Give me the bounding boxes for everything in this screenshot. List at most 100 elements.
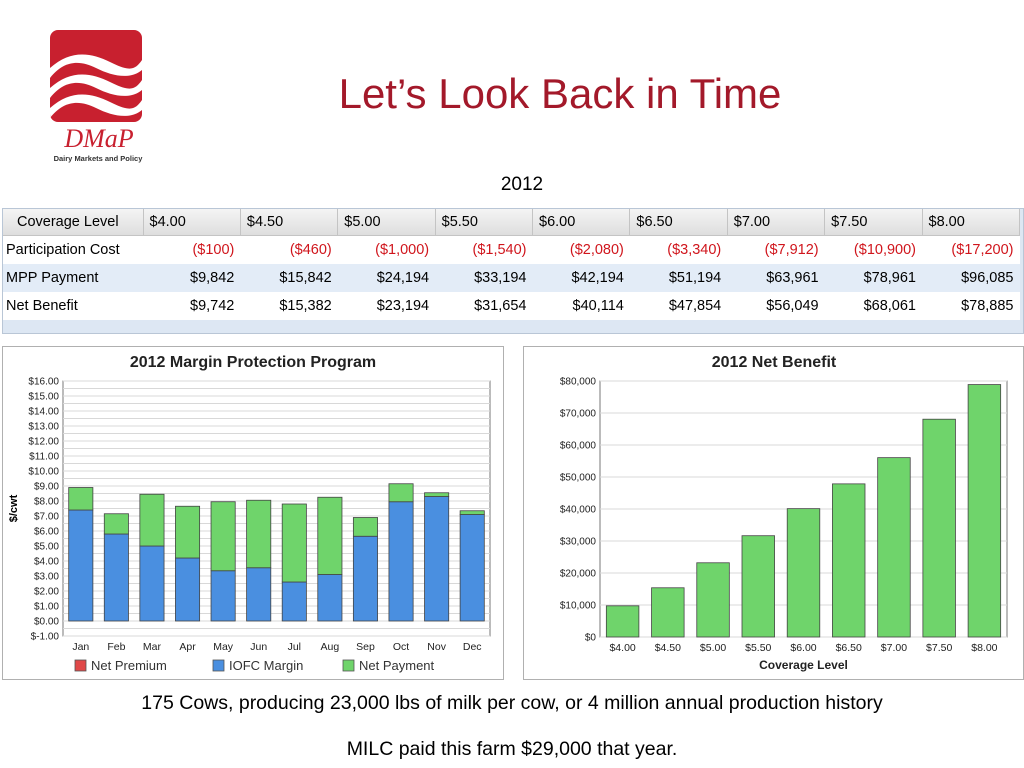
bar-iofc-margin bbox=[388, 501, 414, 622]
y-tick-label: $30,000 bbox=[560, 537, 597, 548]
net-benefit-chart: 2012 Net Benefit $0 $10,000 $20,000 $30,000 $… bbox=[560, 354, 1008, 672]
y-tick-label: $5.00 bbox=[34, 542, 59, 553]
legend-swatch bbox=[212, 659, 225, 672]
chart-title: 2012 Net Benefit bbox=[712, 354, 837, 371]
table-cell: ($100) bbox=[143, 235, 241, 264]
bar-net-payment bbox=[424, 492, 450, 497]
table-cell: ($1,540) bbox=[435, 235, 533, 264]
legend-label: Net Payment bbox=[359, 658, 435, 673]
bar-net-payment bbox=[388, 483, 414, 503]
y-tick-label: $13.00 bbox=[28, 422, 59, 433]
y-tick-label: $2.00 bbox=[34, 587, 59, 598]
wave-logo-icon bbox=[50, 30, 142, 122]
table-cell: $33,194 bbox=[435, 264, 533, 292]
row-label: MPP Payment bbox=[3, 264, 143, 292]
slide-title: Let’s Look Back in Time bbox=[338, 70, 782, 117]
legend-label: IOFC Margin bbox=[229, 658, 303, 673]
bar bbox=[741, 535, 775, 638]
x-tick-label: $5.50 bbox=[745, 642, 771, 654]
x-tick-label: Feb bbox=[107, 641, 125, 653]
y-tick-label: $16.00 bbox=[28, 377, 59, 388]
table-cell: $9,842 bbox=[143, 264, 241, 292]
y-tick-label: $10.00 bbox=[28, 467, 59, 478]
y-tick-label: $6.00 bbox=[34, 527, 59, 538]
table-cell: ($2,080) bbox=[532, 235, 630, 264]
table-cell: $68,061 bbox=[824, 292, 922, 320]
bar-iofc-margin bbox=[246, 567, 272, 622]
column-header[interactable]: $4.50 bbox=[240, 209, 339, 236]
bar bbox=[696, 562, 730, 638]
logo-tagline: Dairy Markets and Policy bbox=[53, 154, 143, 163]
column-header[interactable]: $7.50 bbox=[824, 209, 923, 236]
bar bbox=[786, 508, 821, 638]
bar-iofc-margin bbox=[139, 545, 165, 622]
y-tick-label: $-1.00 bbox=[31, 632, 60, 643]
bar-net-payment bbox=[352, 517, 378, 537]
y-tick-label: $7.00 bbox=[34, 512, 59, 523]
column-header[interactable]: $7.00 bbox=[727, 209, 826, 236]
x-tick-label: Dec bbox=[463, 641, 482, 653]
table-cell: $96,085 bbox=[922, 264, 1020, 292]
table-cell: ($1,000) bbox=[337, 235, 436, 264]
y-tick-label: $40,000 bbox=[560, 505, 597, 516]
bar bbox=[922, 418, 956, 638]
bar-net-payment bbox=[103, 513, 129, 535]
y-tick-label: $80,000 bbox=[560, 377, 597, 388]
table-cell: $42,194 bbox=[532, 264, 630, 292]
y-tick-label: $3.00 bbox=[34, 572, 59, 583]
table-cell: $63,961 bbox=[727, 264, 825, 292]
row-label: Participation Cost bbox=[3, 235, 143, 264]
table-cell: $40,114 bbox=[532, 292, 630, 320]
x-tick-label: Oct bbox=[393, 641, 409, 653]
column-header[interactable]: $4.00 bbox=[143, 209, 241, 236]
x-tick-label: May bbox=[213, 641, 234, 653]
bar-iofc-margin bbox=[175, 557, 201, 622]
bar-net-payment bbox=[317, 496, 343, 575]
legend-swatch bbox=[342, 659, 355, 672]
column-header[interactable]: $8.00 bbox=[922, 209, 1020, 236]
coverage-table: Coverage Level $4.00 $4.50 $5.00 $5.50 $… bbox=[3, 209, 1020, 320]
table-cell: ($3,340) bbox=[629, 235, 728, 264]
bar-iofc-margin bbox=[424, 496, 450, 622]
table-header-row: Coverage Level $4.00 $4.50 $5.00 $5.50 $… bbox=[3, 209, 1020, 236]
column-header[interactable]: $6.00 bbox=[532, 209, 631, 236]
table-cell: $9,742 bbox=[143, 292, 241, 320]
y-tick-label: $50,000 bbox=[560, 473, 597, 484]
y-tick-label: $15.00 bbox=[28, 392, 59, 403]
x-tick-label: Sep bbox=[356, 641, 375, 653]
y-tick-label: $70,000 bbox=[560, 409, 597, 420]
column-header[interactable]: $5.00 bbox=[337, 209, 436, 236]
bar bbox=[967, 384, 1002, 638]
bar-net-payment bbox=[210, 501, 236, 572]
bar bbox=[877, 457, 911, 638]
y-tick-label: $0.00 bbox=[34, 617, 59, 628]
table-cell: $15,382 bbox=[240, 292, 338, 320]
y-tick-label: $8.00 bbox=[34, 497, 59, 508]
x-tick-label: Jan bbox=[72, 641, 89, 653]
column-header[interactable]: Coverage Level bbox=[3, 209, 144, 236]
x-tick-label: $5.00 bbox=[700, 642, 726, 654]
column-header[interactable]: $6.50 bbox=[629, 209, 728, 236]
margin-protection-chart: 2012 Margin Protection Program $-1.00 $0.0… bbox=[8, 354, 491, 673]
x-tick-label: Aug bbox=[321, 641, 340, 653]
column-header[interactable]: $5.50 bbox=[435, 209, 534, 236]
table-cell: $24,194 bbox=[337, 264, 436, 292]
table-cell: ($17,200) bbox=[922, 235, 1020, 264]
bar-net-payment bbox=[175, 505, 201, 559]
x-tick-label: Nov bbox=[427, 641, 446, 653]
bar-net-payment bbox=[68, 487, 94, 511]
bar-iofc-margin bbox=[459, 514, 485, 622]
y-tick-label: $4.00 bbox=[34, 557, 59, 568]
y-tick-label: $14.00 bbox=[28, 407, 59, 418]
table-row: Net Benefit $9,742 $15,382 $23,194 $31,6… bbox=[3, 292, 1020, 320]
table-cell: ($10,900) bbox=[824, 235, 922, 264]
y-tick-label: $10,000 bbox=[560, 601, 597, 612]
logo-wordmark: DMaP bbox=[64, 124, 134, 153]
net-benefit-chart-panel: 2012 Net Benefit $0 $10,000 $20,000 $30,000 $… bbox=[523, 346, 1024, 680]
y-tick-label: $20,000 bbox=[560, 569, 597, 580]
y-tick-label: $12.00 bbox=[28, 437, 59, 448]
y-tick-label: $60,000 bbox=[560, 441, 597, 452]
y-tick-label: $0 bbox=[585, 633, 597, 644]
row-label: Net Benefit bbox=[3, 292, 143, 320]
bar-iofc-margin bbox=[210, 570, 236, 622]
